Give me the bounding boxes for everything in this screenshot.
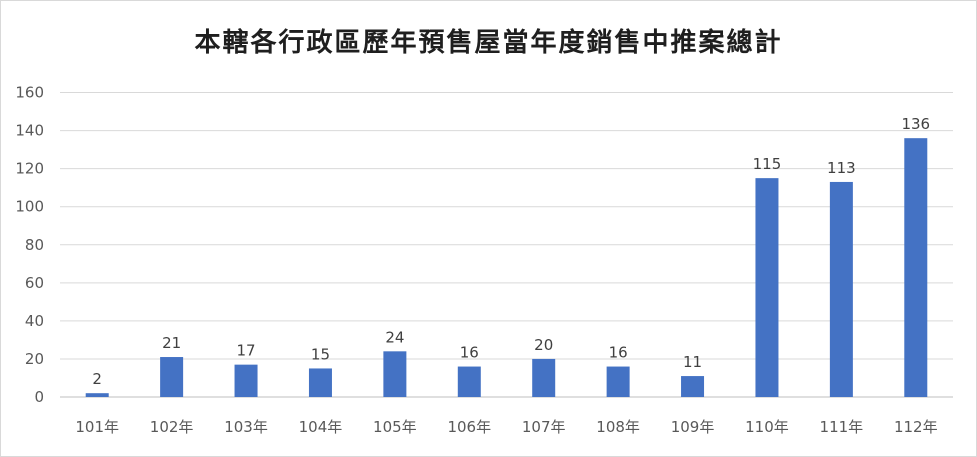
data-label: 16	[609, 344, 628, 362]
data-label: 2	[92, 370, 102, 388]
y-tick-label: 140	[15, 122, 44, 140]
x-tick-label: 101年	[75, 418, 119, 436]
y-tick-label: 40	[25, 312, 44, 330]
x-tick-label: 111年	[820, 418, 864, 436]
y-tick-label: 80	[25, 236, 44, 254]
bar	[457, 366, 481, 397]
data-label: 24	[385, 328, 404, 346]
chart-title: 本轄各行政區歷年預售屋當年度銷售中推案總計	[194, 28, 783, 58]
x-tick-label: 110年	[745, 418, 789, 436]
bar	[160, 357, 184, 397]
data-label: 17	[236, 342, 255, 360]
y-tick-label: 100	[15, 198, 44, 216]
bars	[85, 138, 928, 398]
bar	[606, 366, 630, 397]
x-tick-label: 104年	[299, 418, 343, 436]
data-label: 136	[901, 115, 930, 133]
bar	[234, 364, 258, 397]
gridlines	[60, 92, 953, 398]
bar	[308, 368, 332, 397]
data-label: 16	[460, 344, 479, 362]
bar	[755, 178, 779, 397]
x-tick-label: 109年	[671, 418, 715, 436]
x-tick-label: 105年	[373, 418, 417, 436]
y-tick-label: 160	[15, 84, 44, 102]
x-tick-label: 103年	[224, 418, 268, 436]
x-tick-label: 112年	[894, 418, 938, 436]
bar	[532, 358, 556, 397]
x-tick-label: 108年	[596, 418, 640, 436]
data-label: 15	[311, 345, 330, 363]
bar	[383, 351, 407, 397]
bar	[85, 393, 109, 397]
data-label: 20	[534, 336, 553, 354]
x-tick-label: 107年	[522, 418, 566, 436]
data-label: 11	[683, 353, 702, 371]
y-tick-label: 120	[15, 160, 44, 178]
y-tick-label: 0	[34, 388, 44, 406]
data-labels: 2 21 17 15 24 16 20 16 11 115 113 136	[92, 115, 930, 388]
data-label: 21	[162, 334, 181, 352]
bar	[904, 138, 928, 398]
bar	[681, 376, 705, 397]
y-axis-ticks: 0 20 40 60 80 100 120 140 160	[15, 84, 44, 407]
x-axis-ticks: 101年 102年 103年 104年 105年 106年 107年 108年 109年 110年…	[75, 418, 937, 436]
data-label: 113	[827, 159, 856, 177]
x-tick-label: 106年	[447, 418, 491, 436]
y-tick-label: 60	[25, 274, 44, 292]
bar	[829, 181, 853, 397]
y-tick-label: 20	[25, 350, 44, 368]
data-label: 115	[753, 155, 782, 173]
x-tick-label: 102年	[150, 418, 194, 436]
